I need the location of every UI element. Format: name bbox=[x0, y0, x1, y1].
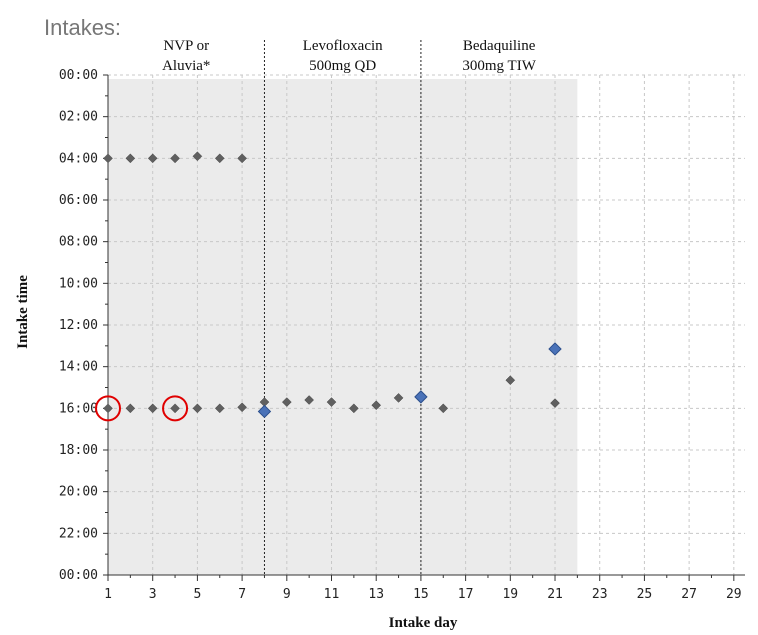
x-tick-label: 15 bbox=[413, 587, 429, 602]
y-tick-label: 00:00 bbox=[59, 68, 98, 83]
x-tick-label: 29 bbox=[726, 587, 742, 602]
x-tick-label: 7 bbox=[238, 587, 246, 602]
period-label-line2: 300mg TIW bbox=[462, 58, 536, 74]
period-label-line1: NVP or bbox=[163, 38, 209, 54]
x-tick-label: 23 bbox=[592, 587, 608, 602]
x-tick-label: 5 bbox=[193, 587, 201, 602]
period-label-line1: Bedaquiline bbox=[463, 38, 536, 54]
y-axis: 00:00 02:00 04:00 06:00 08:00 10:00 12:00 14:00… bbox=[59, 68, 109, 583]
x-tick-label: 11 bbox=[324, 587, 340, 602]
data-point bbox=[170, 153, 180, 164]
period-label-line1: Levofloxacin bbox=[303, 38, 383, 54]
period-dividers bbox=[263, 40, 422, 575]
data-point bbox=[103, 403, 113, 414]
data-point bbox=[125, 153, 136, 164]
x-tick-label: 1 bbox=[104, 587, 112, 602]
y-tick-label: 14:00 bbox=[59, 360, 98, 375]
data-point bbox=[214, 153, 225, 164]
period-label-line2: Aluvia* bbox=[162, 58, 210, 74]
data-point bbox=[393, 393, 404, 403]
y-tick-label: 02:00 bbox=[59, 110, 98, 125]
x-tick-label: 3 bbox=[149, 587, 157, 602]
x-tick-label: 13 bbox=[368, 587, 384, 602]
data-point bbox=[438, 403, 449, 414]
x-tick-label: 21 bbox=[547, 587, 563, 602]
page-title: Intakes: bbox=[44, 15, 121, 40]
data-point bbox=[371, 400, 382, 411]
data-point bbox=[192, 403, 203, 414]
x-axis: 1 3 5 7 9 11 13 15 17 19 21 23 25 27 29 bbox=[104, 574, 745, 602]
data-points bbox=[103, 151, 562, 419]
data-point bbox=[170, 403, 180, 414]
data-point bbox=[304, 395, 315, 405]
observation-shade bbox=[108, 79, 578, 575]
data-point bbox=[214, 403, 225, 414]
y-tick-label: 04:00 bbox=[59, 151, 98, 166]
data-point bbox=[349, 403, 359, 414]
period-labels: NVP or Aluvia* Levofloxacin 500mg QD Bedaqui… bbox=[162, 38, 537, 74]
data-point bbox=[505, 375, 516, 386]
data-point bbox=[237, 402, 247, 413]
x-axis-label: Intake day bbox=[389, 615, 458, 631]
missed-dose-markers bbox=[95, 395, 189, 422]
x-tick-label: 19 bbox=[502, 587, 518, 602]
y-tick-label: 18:00 bbox=[59, 443, 98, 458]
data-point bbox=[550, 398, 560, 408]
y-tick-label: 06:00 bbox=[59, 193, 98, 208]
x-tick-label: 27 bbox=[681, 587, 697, 602]
missed-dose-circle bbox=[162, 395, 189, 422]
data-point bbox=[147, 153, 158, 164]
y-axis-label: Intake time bbox=[15, 275, 31, 349]
data-point bbox=[281, 397, 292, 407]
period-label-line2: 500mg QD bbox=[309, 58, 376, 74]
y-tick-label: 20:00 bbox=[59, 485, 98, 500]
y-tick-label: 00:00 bbox=[59, 568, 98, 583]
data-point-blue bbox=[257, 404, 272, 419]
data-point-blue bbox=[414, 390, 428, 404]
data-point bbox=[125, 403, 136, 414]
data-point bbox=[103, 153, 113, 164]
data-point-blue bbox=[548, 342, 562, 356]
y-tick-label: 08:00 bbox=[59, 235, 98, 250]
data-point bbox=[326, 397, 337, 407]
grid bbox=[108, 74, 745, 575]
data-point bbox=[237, 153, 247, 164]
data-point bbox=[147, 403, 158, 414]
y-tick-label: 10:00 bbox=[59, 276, 98, 291]
y-tick-label: 12:00 bbox=[59, 318, 98, 333]
y-tick-label: 22:00 bbox=[59, 526, 98, 541]
x-tick-label: 17 bbox=[458, 587, 474, 602]
x-tick-label: 25 bbox=[637, 587, 653, 602]
missed-dose-circle bbox=[95, 395, 121, 422]
y-tick-label: 16:00 bbox=[59, 401, 98, 416]
data-point bbox=[192, 151, 203, 162]
x-tick-label: 9 bbox=[283, 587, 291, 602]
